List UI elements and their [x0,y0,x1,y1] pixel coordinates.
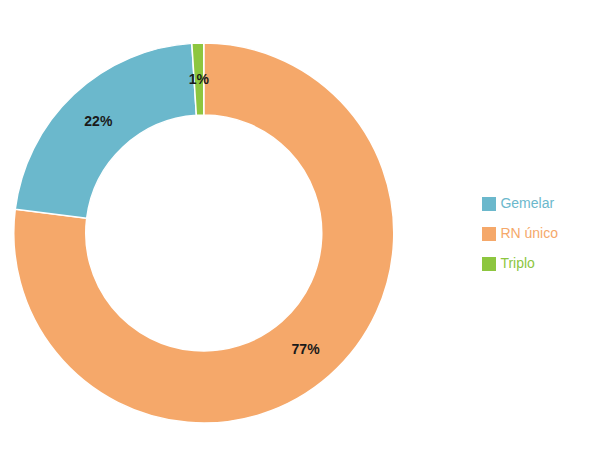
html-text:Gemelar: Gemelar [500,195,555,211]
svg-text:77%: 77% [292,341,321,357]
html-text:RN único: RN único [500,225,558,241]
svg-text:22%: 22% [84,113,113,129]
html-text:Triplo: Triplo [500,255,535,271]
svg-text:1%: 1% [189,71,210,87]
